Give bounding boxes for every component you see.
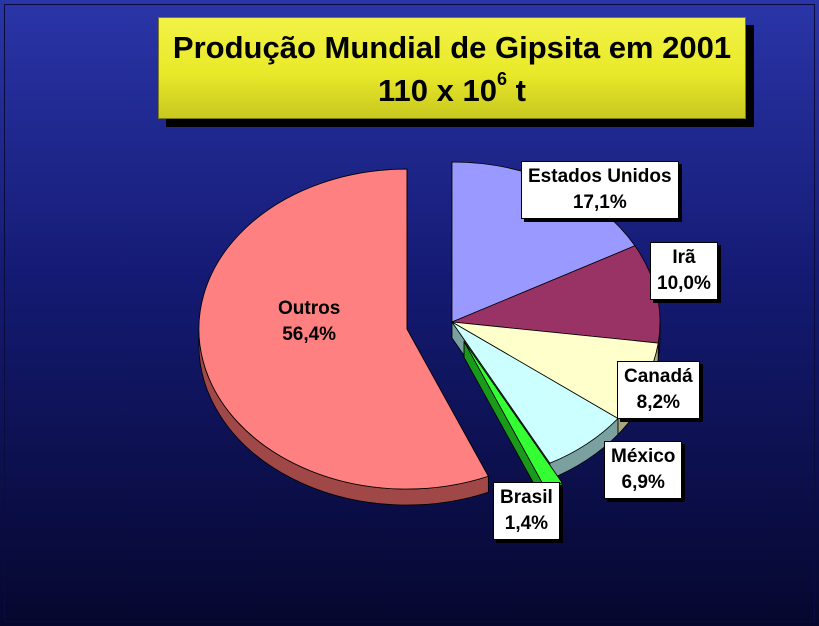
slice-label-canada: Canadá 8,2% [617,361,700,419]
chart-frame [4,4,815,622]
slice-label-ira: Irã 10,0% [650,242,718,300]
slice-name-ira: Irã [672,247,696,268]
slice-value-canada: 8,2% [636,392,680,413]
slice-label-mexico: México 6,9% [604,441,683,499]
subtitle-unit: t [507,73,526,108]
slice-label-outros: Outros 56,4% [278,296,340,348]
subtitle-exponent: 6 [497,69,508,89]
slice-value-mexico: 6,9% [621,472,665,493]
slice-name-canada: Canadá [624,366,693,387]
slice-name-estados-unidos: Estados Unidos [528,166,672,187]
slice-label-brasil: Brasil 1,4% [493,482,560,540]
slice-value-outros: 56,4% [282,324,337,345]
slice-label-estados-unidos: Estados Unidos 17,1% [521,161,679,219]
pie-slice-outros [198,168,489,490]
chart-subtitle: 110 x 106 t [159,69,745,109]
slice-name-mexico: México [611,446,676,467]
slice-name-brasil: Brasil [500,487,553,508]
chart-title: Produção Mundial de Gipsita em 2001 [172,30,732,65]
subtitle-base: 110 x 10 [378,73,497,108]
slice-value-brasil: 1,4% [504,513,549,534]
slice-value-estados-unidos: 17,1% [572,192,627,213]
slice-value-ira: 10,0% [657,273,711,294]
slice-name-outros: Outros [278,298,341,319]
chart-title-box: Produção Mundial de Gipsita em 2001 110 … [158,17,746,119]
